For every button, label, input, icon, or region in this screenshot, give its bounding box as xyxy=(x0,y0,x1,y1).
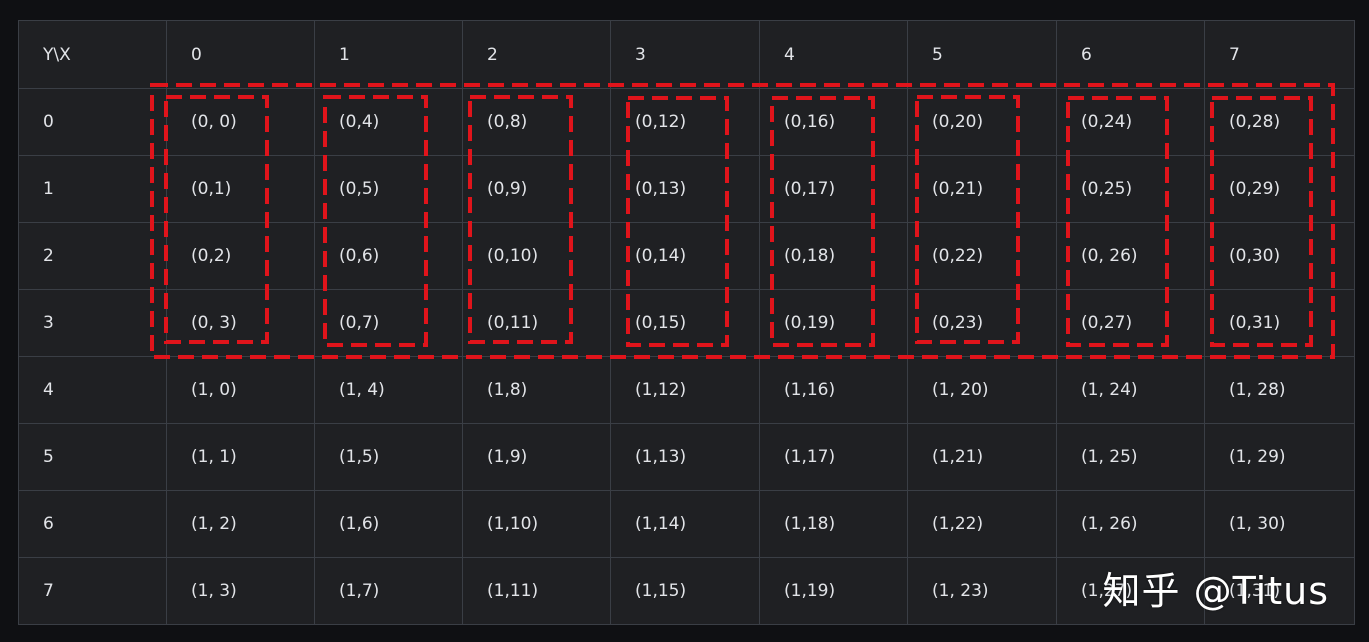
table-cell: (0,27) xyxy=(1056,289,1205,357)
table-cell: (0, 3) xyxy=(166,289,315,357)
table-cell: (1, 25) xyxy=(1056,423,1205,491)
table-cell: (0,22) xyxy=(907,222,1057,290)
table-cell: (1,15) xyxy=(610,557,760,625)
table-cell: (1,14) xyxy=(610,490,760,558)
table-cell: (1, 1) xyxy=(166,423,315,491)
col-header: 6 xyxy=(1056,20,1205,89)
table-cell: (1,5) xyxy=(314,423,463,491)
table-cell: (0,23) xyxy=(907,289,1057,357)
table-cell: (1,17) xyxy=(759,423,908,491)
table-cell: (1,13) xyxy=(610,423,760,491)
table-row: 2 (0,2) (0,6) (0,10) (0,14) (0,18) (0,22… xyxy=(18,222,1355,290)
table-cell: (0,25) xyxy=(1056,155,1205,223)
table-cell: (1, 30) xyxy=(1204,490,1355,558)
table-row: 5 (1, 1) (1,5) (1,9) (1,13) (1,17) (1,21… xyxy=(18,423,1355,491)
table-cell: (0,19) xyxy=(759,289,908,357)
table-cell: (0,2) xyxy=(166,222,315,290)
table-cell: (0,20) xyxy=(907,88,1057,156)
table-cell: (0,6) xyxy=(314,222,463,290)
table-cell: (1,6) xyxy=(314,490,463,558)
table-cell: (1, 0) xyxy=(166,356,315,424)
header-row: Y\X 0 1 2 3 4 5 6 7 xyxy=(18,20,1355,89)
table-cell: (1,16) xyxy=(759,356,908,424)
table-cell: (1,12) xyxy=(610,356,760,424)
col-header: 4 xyxy=(759,20,908,89)
table-cell: (1,22) xyxy=(907,490,1057,558)
table-cell: (0,11) xyxy=(462,289,611,357)
table-cell: (1, 2) xyxy=(166,490,315,558)
table-row: 4 (1, 0) (1, 4) (1,8) (1,12) (1,16) (1, … xyxy=(18,356,1355,424)
table-cell: (1, 3) xyxy=(166,557,315,625)
row-header: 2 xyxy=(18,222,167,290)
table-cell: (0,21) xyxy=(907,155,1057,223)
table-cell: (1, 29) xyxy=(1204,423,1355,491)
table-cell: (0,9) xyxy=(462,155,611,223)
table-cell: (1,18) xyxy=(759,490,908,558)
table-cell: (1,11) xyxy=(462,557,611,625)
corner-header: Y\X xyxy=(18,20,167,89)
col-header: 1 xyxy=(314,20,463,89)
table-cell: (1, 24) xyxy=(1056,356,1205,424)
table-cell: (0,13) xyxy=(610,155,760,223)
table-cell: (1, 26) xyxy=(1056,490,1205,558)
col-header: 0 xyxy=(166,20,315,89)
table-cell: (0,15) xyxy=(610,289,760,357)
table-cell: (0,30) xyxy=(1204,222,1355,290)
row-header: 4 xyxy=(18,356,167,424)
table-cell: (0, 26) xyxy=(1056,222,1205,290)
table-cell: (0,4) xyxy=(314,88,463,156)
coordinate-table: Y\X 0 1 2 3 4 5 6 7 0 (0, 0) (0,4) (0,8)… xyxy=(18,20,1355,625)
col-header: 5 xyxy=(907,20,1057,89)
row-header: 3 xyxy=(18,289,167,357)
table-cell: (0, 0) xyxy=(166,88,315,156)
table-cell: (0,28) xyxy=(1204,88,1355,156)
zhihu-watermark: 知乎 @Titus xyxy=(1102,569,1329,613)
table-row: 3 (0, 3) (0,7) (0,11) (0,15) (0,19) (0,2… xyxy=(18,289,1355,357)
table-cell: (1,7) xyxy=(314,557,463,625)
table-cell: (1, 28) xyxy=(1204,356,1355,424)
table-cell: (0,29) xyxy=(1204,155,1355,223)
table-cell: (0,18) xyxy=(759,222,908,290)
table-cell: (1,31) xyxy=(1204,557,1355,625)
row-header: 7 xyxy=(18,557,167,625)
table-cell: (1, 23) xyxy=(907,557,1057,625)
table-cell: (0,8) xyxy=(462,88,611,156)
table-row: 0 (0, 0) (0,4) (0,8) (0,12) (0,16) (0,20… xyxy=(18,88,1355,156)
table-cell: (1,27) xyxy=(1056,557,1205,625)
table-cell: (0,24) xyxy=(1056,88,1205,156)
row-header: 1 xyxy=(18,155,167,223)
row-header: 0 xyxy=(18,88,167,156)
table-cell: (1,21) xyxy=(907,423,1057,491)
col-header: 7 xyxy=(1204,20,1355,89)
table-cell: (1, 4) xyxy=(314,356,463,424)
table-row: 7 (1, 3) (1,7) (1,11) (1,15) (1,19) (1, … xyxy=(18,557,1355,625)
coordinate-table-container: Y\X 0 1 2 3 4 5 6 7 0 (0, 0) (0,4) (0,8)… xyxy=(18,20,1355,625)
col-header: 3 xyxy=(610,20,760,89)
table-cell: (0,12) xyxy=(610,88,760,156)
table-cell: (0,1) xyxy=(166,155,315,223)
table-cell: (1,19) xyxy=(759,557,908,625)
table-cell: (0,5) xyxy=(314,155,463,223)
table-cell: (1,8) xyxy=(462,356,611,424)
table-cell: (0,16) xyxy=(759,88,908,156)
table-row: 1 (0,1) (0,5) (0,9) (0,13) (0,17) (0,21)… xyxy=(18,155,1355,223)
table-cell: (0,10) xyxy=(462,222,611,290)
row-header: 5 xyxy=(18,423,167,491)
table-cell: (0,17) xyxy=(759,155,908,223)
table-cell: (0,31) xyxy=(1204,289,1355,357)
row-header: 6 xyxy=(18,490,167,558)
table-cell: (1,9) xyxy=(462,423,611,491)
col-header: 2 xyxy=(462,20,611,89)
table-cell: (0,7) xyxy=(314,289,463,357)
table-cell: (1, 20) xyxy=(907,356,1057,424)
table-cell: (1,10) xyxy=(462,490,611,558)
table-row: 6 (1, 2) (1,6) (1,10) (1,14) (1,18) (1,2… xyxy=(18,490,1355,558)
table-cell: (0,14) xyxy=(610,222,760,290)
